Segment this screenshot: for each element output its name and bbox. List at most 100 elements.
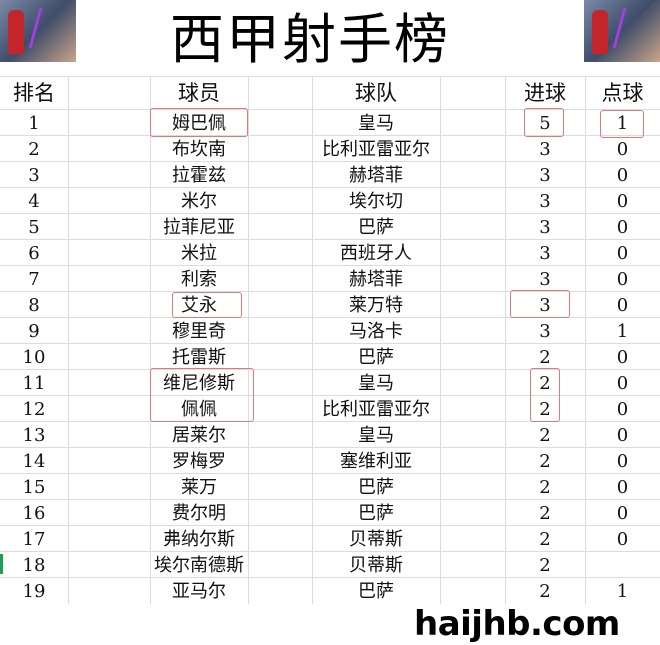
cell-penalties: 0 <box>616 477 629 498</box>
cell-penalties: 0 <box>616 217 629 238</box>
cell-penalties: 0 <box>616 529 629 550</box>
cell-goals: 2 <box>539 373 551 394</box>
cell-rank: 5 <box>28 217 40 238</box>
cell-goals: 3 <box>539 139 551 160</box>
cell-team: 莱万特 <box>349 295 403 316</box>
cell-rank: 8 <box>28 295 40 316</box>
cell-penalties: 0 <box>616 165 629 186</box>
table-row: 6 米拉 西班牙人 3 0 <box>0 239 660 266</box>
player-image-right <box>584 0 660 62</box>
highlight-box <box>524 108 564 137</box>
cell-team: 比利亚雷亚尔 <box>322 399 430 420</box>
cell-player: 米拉 <box>181 243 217 264</box>
cell-player: 艾永 <box>181 295 217 316</box>
table-row: 7 利索 赫塔菲 3 0 <box>0 265 660 292</box>
table-row: 16 费尔明 巴萨 2 0 <box>0 499 660 526</box>
cell-team: 贝蒂斯 <box>349 529 403 550</box>
table-row: 17 弗纳尔斯 贝蒂斯 2 0 <box>0 525 660 552</box>
cell-penalties: 1 <box>616 113 629 134</box>
cell-goals: 2 <box>539 581 551 602</box>
table-row: 18 埃尔南德斯 贝蒂斯 2 <box>0 551 660 578</box>
highlight-box <box>600 110 644 138</box>
cell-player: 弗纳尔斯 <box>163 529 235 550</box>
cell-rank: 12 <box>22 399 46 420</box>
cell-goals: 2 <box>539 399 551 420</box>
cell-rank: 4 <box>28 191 40 212</box>
table-header: 排名 球员 球队 进球 点球 <box>0 76 660 109</box>
cell-player: 亚马尔 <box>172 581 226 602</box>
cell-rank: 2 <box>28 139 40 160</box>
cell-rank: 1 <box>28 113 40 134</box>
cell-goals: 3 <box>539 269 551 290</box>
cell-goals: 2 <box>539 529 551 550</box>
highlight-box <box>150 368 254 422</box>
cell-team: 巴萨 <box>358 347 394 368</box>
cell-rank: 6 <box>28 243 40 264</box>
cell-team: 马洛卡 <box>349 321 403 342</box>
table-row: 9 穆里奇 马洛卡 3 1 <box>0 317 660 344</box>
cell-player: 费尔明 <box>172 503 226 524</box>
cell-goals: 2 <box>539 451 551 472</box>
table-row: 5 拉菲尼亚 巴萨 3 0 <box>0 213 660 240</box>
cell-team: 巴萨 <box>358 581 394 602</box>
cell-penalties: 1 <box>616 321 629 342</box>
cell-penalties: 0 <box>616 451 629 472</box>
cell-penalties: 0 <box>616 503 629 524</box>
grid-line <box>505 76 506 604</box>
cell-rank: 18 <box>22 555 46 576</box>
cell-player: 维尼修斯 <box>163 373 235 394</box>
cell-player: 拉菲尼亚 <box>163 217 235 238</box>
grid-line <box>68 76 69 604</box>
cell-rank: 11 <box>22 373 46 394</box>
row-marker <box>0 554 3 574</box>
cell-team: 巴萨 <box>358 503 394 524</box>
highlight-box <box>530 368 560 422</box>
cell-penalties <box>585 552 660 578</box>
cell-team: 皇马 <box>358 425 394 446</box>
cell-team: 比利亚雷亚尔 <box>322 139 430 160</box>
cell-player: 布坎南 <box>172 139 226 160</box>
cell-rank: 14 <box>22 451 46 472</box>
cell-rank: 9 <box>28 321 40 342</box>
cell-team: 西班牙人 <box>340 243 412 264</box>
table-row: 13 居莱尔 皇马 2 0 <box>0 421 660 448</box>
cell-rank: 19 <box>22 581 46 602</box>
cell-team: 巴萨 <box>358 217 394 238</box>
grid-line <box>312 76 313 604</box>
grid-line <box>248 76 249 604</box>
table-row: 11 维尼修斯 皇马 2 0 <box>0 369 660 396</box>
cell-penalties: 0 <box>616 243 629 264</box>
table-row: 2 布坎南 比利亚雷亚尔 3 0 <box>0 135 660 162</box>
cell-player: 米尔 <box>181 191 217 212</box>
watermark: haijhb.com <box>414 604 620 644</box>
table-row: 10 托雷斯 巴萨 2 0 <box>0 343 660 370</box>
cell-penalties: 0 <box>616 373 629 394</box>
cell-rank: 16 <box>22 503 46 524</box>
cell-penalties: 0 <box>616 425 629 446</box>
header-penalties: 点球 <box>601 81 644 105</box>
table-row: 15 莱万 巴萨 2 0 <box>0 473 660 500</box>
cell-goals: 2 <box>539 555 551 576</box>
cell-player: 姆巴佩 <box>172 113 226 134</box>
cell-goals: 5 <box>539 113 551 134</box>
grid-line <box>150 76 151 604</box>
highlight-box <box>172 292 242 318</box>
cell-rank: 7 <box>28 269 40 290</box>
cell-rank: 10 <box>22 347 46 368</box>
table-row: 1 姆巴佩 皇马 5 1 <box>0 109 660 136</box>
table-row: 3 拉霍兹 赫塔菲 3 0 <box>0 161 660 188</box>
cell-team: 巴萨 <box>358 477 394 498</box>
player-image-left <box>0 0 76 62</box>
cell-team: 皇马 <box>358 113 394 134</box>
cell-player: 托雷斯 <box>172 347 226 368</box>
table-row: 8 艾永 莱万特 3 0 <box>0 291 660 318</box>
cell-goals: 3 <box>539 295 551 316</box>
cell-goals: 2 <box>539 503 551 524</box>
header-player: 球员 <box>178 81 220 105</box>
header-team: 球队 <box>355 81 397 105</box>
cell-penalties: 0 <box>616 399 629 420</box>
cell-rank: 13 <box>22 425 46 446</box>
cell-team: 赫塔菲 <box>349 269 403 290</box>
cell-team: 埃尔切 <box>349 191 403 212</box>
table-row: 14 罗梅罗 塞维利亚 2 0 <box>0 447 660 474</box>
